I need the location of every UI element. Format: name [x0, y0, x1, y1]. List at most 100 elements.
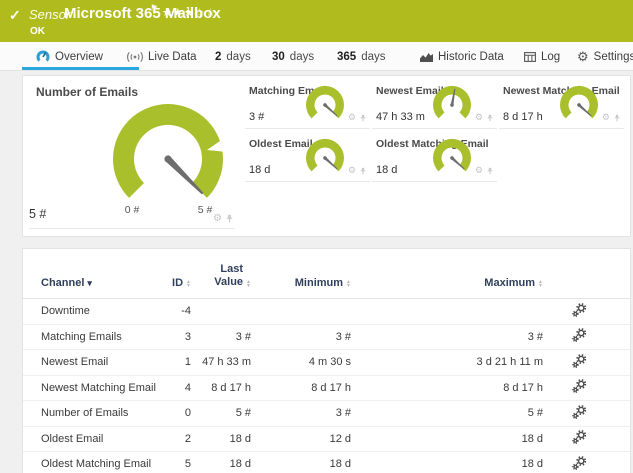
gauge-value: 8 d 17 h — [503, 111, 543, 123]
channel-id: 1 — [163, 349, 191, 375]
channel-maximum: 5 # — [351, 400, 543, 426]
column-header-actions — [543, 263, 630, 299]
channel-last-value: 3 # — [191, 323, 251, 350]
channel-last-value — [191, 299, 251, 325]
column-header-channel[interactable]: Channel ▾ — [23, 263, 163, 299]
tab-365-days[interactable]: 365 days — [337, 42, 385, 71]
channel-settings-gears-icon[interactable] — [572, 430, 587, 445]
gauge-settings-gear-icon[interactable]: ⚙ — [601, 112, 610, 122]
channel-settings-gears-icon[interactable] — [572, 353, 587, 368]
small-gauge-chart — [433, 138, 471, 172]
channel-settings-gears-icon[interactable] — [572, 379, 587, 394]
active-tab-underline — [22, 67, 139, 70]
channel-settings-gears-icon[interactable] — [572, 455, 587, 470]
main-gauge-value: 5 # — [29, 207, 47, 221]
tab-historic-data[interactable]: Historic Data — [420, 42, 504, 71]
channel-id: 0 — [163, 400, 191, 426]
pin-icon[interactable] — [360, 167, 366, 175]
small-gauge-tile: Matching Emails 3 # ⚙ — [245, 83, 370, 129]
channel-last-value: 8 d 17 h — [191, 374, 251, 401]
channel-row: Matching Emails 3 3 # 3 # 3 # — [23, 323, 630, 350]
column-header-minimum[interactable]: Minimum ▲ ▼ — [251, 263, 351, 299]
channel-settings-gears-icon[interactable] — [572, 404, 587, 419]
tab-2-days[interactable]: 2 days — [215, 42, 251, 71]
priority-stars[interactable]: ★★★☆☆ — [162, 6, 216, 19]
channel-minimum: 12 d — [251, 425, 351, 452]
column-header-id[interactable]: ID ▲ ▼ — [163, 263, 191, 299]
column-header-maximum[interactable]: Maximum ▲ ▼ — [351, 263, 543, 299]
small-gauge-tile: Oldest Matching Email 18 d ⚙ — [372, 136, 497, 182]
channel-name: Oldest Matching Email — [23, 451, 163, 473]
tab-settings[interactable]: ⚙ Settings — [577, 42, 633, 71]
sensor-status-bar: ✓ Sensor Microsoft 365 Mailbox ⚑ ★★★☆☆ O… — [0, 0, 633, 42]
column-header-last-value[interactable]: Last Value ▲ ▼ — [191, 263, 251, 299]
channel-maximum — [351, 299, 543, 325]
signal-icon — [127, 51, 143, 62]
pin-icon[interactable] — [614, 114, 620, 122]
gauge-title: Oldest Email — [249, 138, 313, 150]
flag-icon[interactable]: ⚑ — [150, 3, 159, 13]
pin-icon[interactable] — [226, 214, 233, 223]
main-gauge-title: Number of Emails — [36, 85, 139, 99]
stars-filled[interactable]: ★★★ — [162, 7, 195, 19]
small-gauge-chart — [560, 85, 598, 119]
gauge-settings-gear-icon[interactable]: ⚙ — [347, 165, 356, 175]
channel-minimum: 18 d — [251, 451, 351, 473]
gauge-needle — [577, 103, 592, 117]
tab-label: days — [226, 50, 251, 63]
channel-table: Channel ▾ ID ▲ ▼ Last Value ▲ ▼ Minimum ▲ ▼ Max… — [23, 263, 630, 473]
tab-bar: Overview Live Data 2 days 30 days 365 da… — [0, 42, 633, 71]
stars-empty[interactable]: ☆☆ — [194, 7, 217, 19]
channel-minimum: 3 # — [251, 400, 351, 426]
small-gauge-tile: Newest Email 47 h 33 m ⚙ — [372, 83, 497, 129]
channel-row: Oldest Matching Email 5 18 d 18 d 18 d — [23, 451, 630, 473]
channel-settings-gears-icon[interactable] — [572, 328, 587, 343]
gauge-notch-marker — [207, 139, 226, 152]
pin-icon[interactable] — [487, 167, 493, 175]
table-header-row: Channel ▾ ID ▲ ▼ Last Value ▲ ▼ Minimum ▲ ▼ Max… — [23, 263, 630, 299]
gauge-settings-gear-icon[interactable]: ⚙ — [213, 213, 222, 224]
tab-30-days[interactable]: 30 days — [272, 42, 314, 71]
gauge-scale-min: 0 # — [124, 204, 140, 216]
tab-label: days — [361, 50, 386, 63]
gauge-settings-gear-icon[interactable]: ⚙ — [474, 165, 483, 175]
sort-arrows-icon: ▲ ▼ — [246, 279, 251, 289]
sort-arrows-icon: ▲ ▼ — [538, 279, 543, 289]
channel-name: Newest Matching Email — [23, 374, 163, 401]
tab-live-data[interactable]: Live Data — [127, 42, 197, 71]
pin-icon[interactable] — [487, 114, 493, 122]
tab-label: Historic Data — [438, 50, 504, 63]
main-gauge-tile: Number of Emails 0 # 5 # 5 # ⚙ — [29, 76, 235, 229]
channel-name: Newest Email — [23, 349, 163, 375]
channel-name: Matching Emails — [23, 323, 163, 350]
gauge-settings-gear-icon[interactable]: ⚙ — [347, 112, 356, 122]
tab-log[interactable]: Log — [524, 42, 560, 71]
small-gauge-tile: Oldest Email 18 d ⚙ — [245, 136, 370, 182]
overview-gauges-panel: Number of Emails 0 # 5 # 5 # ⚙ — [22, 75, 631, 237]
channel-id: 2 — [163, 425, 191, 452]
channel-table-panel: Channel ▾ ID ▲ ▼ Last Value ▲ ▼ Minimum ▲ ▼ Max… — [22, 248, 631, 473]
status-ok-check-icon: ✓ — [9, 7, 21, 23]
pin-icon[interactable] — [360, 114, 366, 122]
log-table-icon — [524, 51, 536, 62]
gauge-settings-gear-icon[interactable]: ⚙ — [474, 112, 483, 122]
channel-row: Number of Emails 0 5 # 3 # 5 # — [23, 400, 630, 426]
channel-settings-gears-icon[interactable] — [572, 302, 587, 317]
channel-maximum: 8 d 17 h — [351, 374, 543, 401]
sort-caret-icon: ▾ — [87, 278, 92, 288]
channel-table-body: Downtime -4 Matching Emails 3 3 # 3 # 3 … — [23, 299, 630, 473]
tab-overview[interactable]: Overview — [36, 42, 103, 71]
channel-maximum: 3 # — [351, 323, 543, 350]
tab-label: Log — [541, 50, 561, 63]
area-chart-icon — [420, 52, 433, 62]
channel-minimum — [251, 299, 351, 325]
channel-row: Downtime -4 — [23, 299, 630, 325]
channel-row: Oldest Email 2 18 d 12 d 18 d — [23, 425, 630, 452]
channel-id: 4 — [163, 374, 191, 401]
tab-number: 30 — [272, 50, 285, 63]
small-gauges-grid: Matching Emails 3 # ⚙ Newest Email — [245, 83, 624, 182]
tab-label: days — [289, 50, 315, 63]
small-gauge-chart — [306, 138, 344, 172]
channel-last-value: 5 # — [191, 400, 251, 426]
